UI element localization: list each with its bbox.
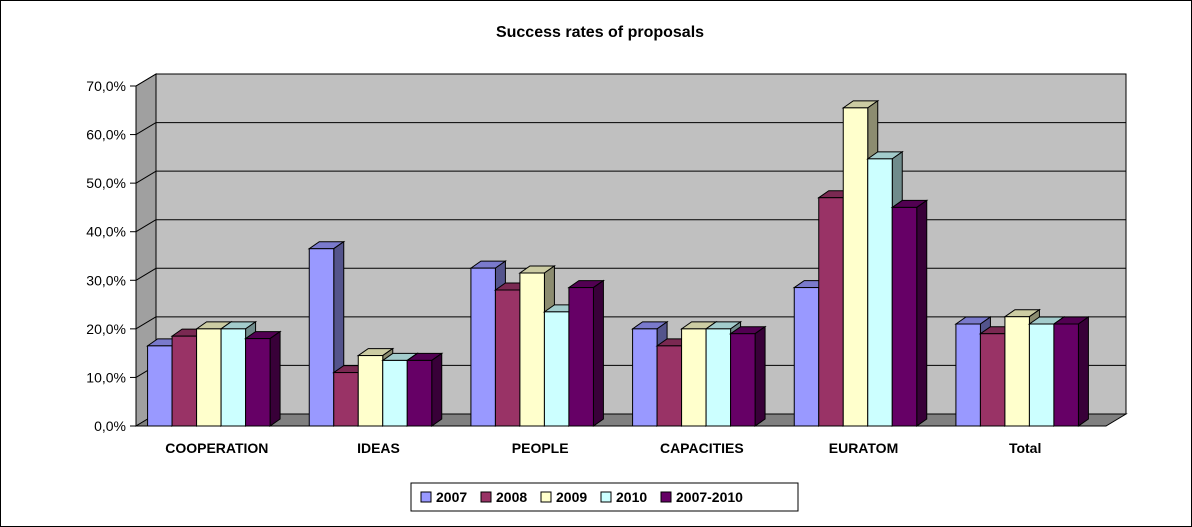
bar-side	[754, 325, 766, 427]
x-tick-label: PEOPLE	[512, 440, 569, 456]
y-tick-label: 40,0%	[86, 224, 126, 240]
legend-label: 2007	[436, 489, 467, 505]
bar-front	[656, 345, 683, 427]
legend-label: 2010	[616, 489, 647, 505]
y-tick-label: 50,0%	[86, 175, 126, 191]
bar-side	[916, 199, 928, 427]
x-tick-label: IDEAS	[357, 440, 400, 456]
plot-area: 0,0% 10,0% 20,0% 30,0% 40,0% 50,0% 60,0% 70,0% C…	[86, 73, 1128, 456]
bar-front	[1028, 323, 1055, 427]
bar-front	[955, 323, 981, 427]
bar	[567, 279, 606, 427]
bar	[728, 325, 767, 427]
chart-title: Success rates of proposals	[496, 24, 704, 41]
bar-front	[147, 345, 173, 427]
legend-label: 2007-2010	[676, 489, 743, 505]
legend-item: 2007-2010	[660, 489, 743, 505]
gridline-side	[135, 122, 157, 136]
legend-swatch	[480, 491, 492, 503]
gridline-side	[135, 316, 157, 330]
legend-swatch	[420, 491, 432, 503]
bar-front	[382, 359, 408, 427]
bar-front	[333, 372, 359, 427]
bar-front	[357, 355, 384, 427]
bar-front	[818, 197, 844, 427]
x-tick-label: Total	[1009, 440, 1041, 456]
legend-item: 2009	[540, 489, 587, 505]
legend-item: 2008	[480, 489, 527, 505]
bar-front	[867, 158, 893, 427]
bar-front	[470, 267, 496, 427]
bar-front	[220, 328, 247, 427]
bar-front	[568, 287, 594, 427]
legend: 2007 2008 2009 2010 2007-2010	[410, 482, 799, 512]
gridline-side	[135, 170, 157, 184]
legend-swatch	[600, 491, 612, 503]
bar	[890, 199, 929, 427]
bar-front	[171, 335, 198, 427]
bar-front	[705, 328, 732, 427]
bar-front	[406, 359, 433, 427]
bar-front	[245, 338, 271, 427]
bar-front	[730, 333, 756, 427]
bar-front	[543, 311, 570, 427]
legend-item: 2007	[420, 489, 467, 505]
legend-label: 2008	[496, 489, 527, 505]
y-tick-label: 60,0%	[86, 127, 126, 143]
bar-front	[842, 107, 869, 427]
y-tick-label: 20,0%	[86, 321, 126, 337]
gridline-side	[135, 219, 157, 233]
bar-front	[494, 289, 521, 427]
legend-label: 2009	[556, 489, 587, 505]
bar-side	[592, 279, 604, 427]
x-tick-label: EURATOM	[829, 440, 898, 456]
bar-front	[979, 333, 1006, 427]
y-tick-label: 0,0%	[94, 418, 126, 434]
legend-swatch	[660, 491, 672, 503]
bar-front	[519, 272, 545, 427]
bar-front	[1004, 316, 1030, 427]
bar-front	[681, 328, 707, 427]
bar	[243, 330, 282, 427]
legend-item: 2010	[600, 489, 647, 505]
gridline-side	[135, 267, 157, 281]
bar-side	[431, 352, 443, 427]
bar	[307, 240, 346, 427]
bar-side	[1077, 316, 1089, 427]
bar-front	[308, 248, 335, 427]
bar-front	[793, 287, 820, 427]
bar-front	[1053, 323, 1079, 427]
gridline-side	[135, 73, 157, 87]
y-tick-label: 30,0%	[86, 272, 126, 288]
y-tick-label: 70,0%	[86, 78, 126, 94]
y-tick-label: 10,0%	[86, 369, 126, 385]
x-tick-label: CAPACITIES	[660, 440, 744, 456]
x-tick-label: COOPERATION	[165, 440, 268, 456]
bar-side	[269, 330, 281, 427]
bar-front	[196, 328, 222, 427]
bar	[405, 352, 444, 427]
bar-front	[632, 328, 658, 427]
bar	[1052, 316, 1091, 427]
bar-front	[891, 206, 918, 427]
legend-swatch	[540, 491, 552, 503]
